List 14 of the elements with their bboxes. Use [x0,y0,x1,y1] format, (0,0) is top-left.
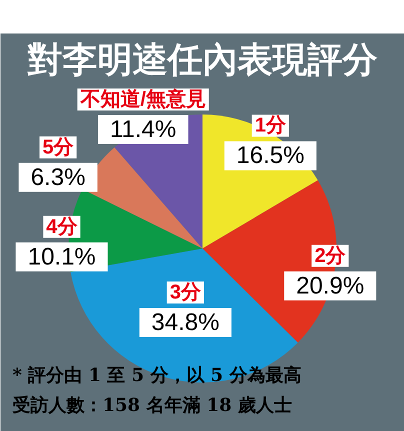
slice-label: 4分 [46,216,78,238]
text: 受訪人數：158 名年滿 18 歲人士 [12,395,292,416]
slice-label: 不知道/無意見 [79,87,206,110]
data-label: 34.8% [151,309,220,336]
slice-label: 3分 [170,282,202,304]
slice-label: 2分 [314,244,347,267]
data-label: 16.5% [236,142,304,170]
data-label: 6.3% [30,164,86,191]
data-label: 11.4% [110,116,176,143]
data-label: 10.1% [28,243,96,270]
slice-label: 1分 [254,114,287,137]
chart-title: 對李明逵任內表現評分 [26,40,378,80]
slice-label: 5分 [42,136,75,158]
data-label: 20.9% [296,272,364,300]
